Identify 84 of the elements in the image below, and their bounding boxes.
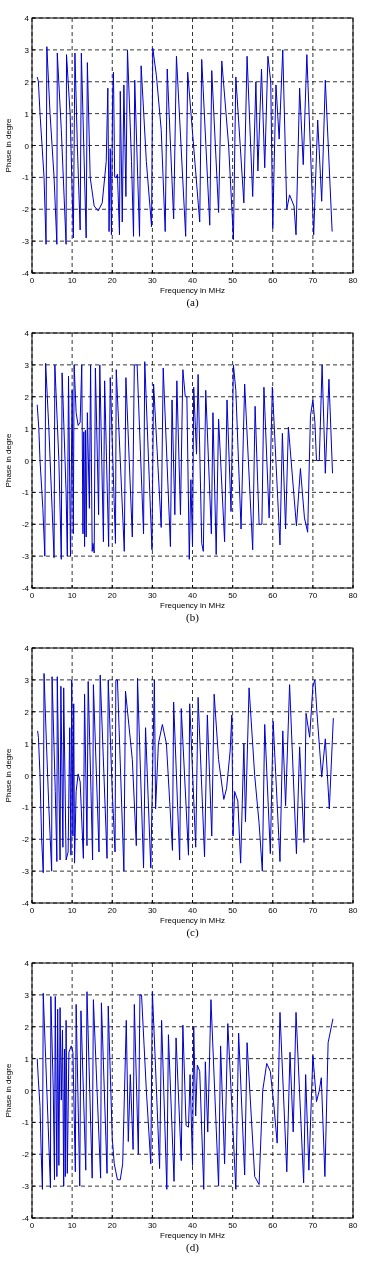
y-tick-label: -3 [21, 237, 30, 247]
y-tick-label: 0 [24, 1086, 30, 1096]
y-tick-label: -2 [21, 835, 30, 845]
x-tick-label: 60 [268, 276, 278, 285]
y-tick-label: -1 [21, 803, 30, 813]
x-tick-label: 10 [67, 591, 78, 600]
x-tick-label: 30 [147, 1221, 158, 1230]
x-tick-label: 50 [228, 591, 238, 600]
line-series [36, 361, 334, 560]
x-tick-label: 60 [268, 591, 278, 600]
x-axis-title: Frequency in MHz [160, 286, 225, 295]
y-tick-label: -4 [21, 269, 30, 278]
x-tick-label: 20 [107, 1221, 118, 1230]
y-axis-title: Phase in degre [4, 1063, 13, 1118]
x-tick-label: 80 [348, 591, 358, 600]
text: (b) [186, 611, 200, 624]
y-axis-title: Phase in degre [4, 433, 13, 488]
x-tick-label: 20 [107, 906, 118, 915]
y-tick-label: -2 [21, 205, 30, 215]
x-tick-label: 70 [308, 276, 318, 285]
x-tick-label: 40 [188, 906, 198, 915]
y-axis-title: Phase in degre [4, 748, 13, 803]
y-tick-label: 4 [24, 14, 30, 23]
x-tick-label: 10 [67, 276, 78, 285]
y-tick-label: -4 [21, 584, 30, 593]
x-tick-label: 60 [268, 906, 278, 915]
x-tick-label: 80 [348, 1221, 358, 1230]
x-tick-label: 70 [308, 906, 318, 915]
y-tick-label: 2 [24, 1022, 30, 1032]
y-tick-label: 4 [24, 644, 30, 653]
x-axis-title: Frequency in MHz [160, 1231, 225, 1240]
x-tick-label: 50 [228, 276, 238, 285]
x-axis-title: Frequency in MHz [160, 601, 225, 610]
x-tick-label: 70 [308, 1221, 318, 1230]
x-tick-label: 70 [308, 591, 318, 600]
x-tick-label: 30 [147, 276, 158, 285]
x-tick-label: 80 [348, 276, 358, 285]
y-tick-label: -3 [21, 1182, 30, 1192]
x-tick-label: 80 [348, 906, 358, 915]
y-tick-label: 2 [24, 77, 30, 87]
y-tick-label: -1 [21, 173, 30, 183]
y-tick-label: -3 [21, 867, 30, 877]
y-tick-label: 1 [24, 739, 30, 749]
x-tick-label: 30 [147, 591, 158, 600]
y-tick-label: -1 [21, 488, 30, 498]
x-tick-label: 20 [107, 276, 118, 285]
x-tick-label: 50 [228, 1221, 238, 1230]
y-tick-label: 1 [24, 1054, 30, 1064]
x-axis-title: Frequency in MHz [160, 916, 225, 925]
y-tick-label: 2 [24, 707, 30, 717]
y-tick-label: 1 [24, 424, 30, 434]
y-tick-label: 3 [24, 990, 30, 1000]
y-tick-label: 3 [24, 360, 30, 370]
y-tick-label: 3 [24, 675, 30, 685]
x-tick-label: 10 [67, 1221, 78, 1230]
y-tick-label: 0 [24, 141, 30, 151]
text: (c) [186, 926, 199, 939]
line-series [36, 991, 334, 1190]
text: (d) [186, 1241, 200, 1254]
x-tick-label: 30 [147, 906, 158, 915]
y-tick-label: 4 [24, 329, 30, 338]
x-tick-label: 50 [228, 906, 238, 915]
line-series [37, 673, 334, 874]
y-tick-label: -1 [21, 1118, 30, 1128]
y-tick-label: -2 [21, 1150, 30, 1160]
y-tick-label: 0 [24, 771, 30, 781]
y-axis-title: Phase in degre [4, 118, 13, 173]
x-tick-label: 60 [268, 1221, 278, 1230]
y-tick-label: -4 [21, 1214, 30, 1223]
y-tick-label: 2 [24, 392, 30, 402]
y-tick-label: -3 [21, 552, 30, 562]
x-tick-label: 10 [67, 906, 78, 915]
y-tick-label: 0 [24, 456, 30, 466]
x-tick-label: 40 [188, 591, 198, 600]
x-tick-label: 40 [188, 1221, 198, 1230]
y-tick-label: 3 [24, 45, 30, 55]
y-tick-label: -4 [21, 899, 30, 908]
y-tick-label: -2 [21, 520, 30, 530]
y-tick-label: 1 [24, 109, 30, 119]
line-series [36, 46, 333, 245]
x-tick-label: 40 [188, 276, 198, 285]
x-tick-label: 20 [107, 591, 118, 600]
y-tick-label: 4 [24, 959, 30, 968]
text: (a) [186, 296, 199, 309]
